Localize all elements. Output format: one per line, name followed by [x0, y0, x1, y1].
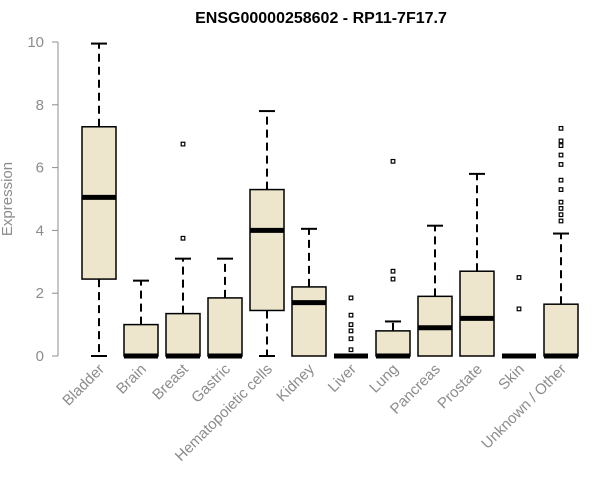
box-unknown-other	[543, 125, 579, 359]
box-kidney	[291, 227, 327, 357]
y-tick-label: 4	[36, 222, 44, 239]
outlier-point	[348, 328, 354, 334]
box-iqr	[375, 330, 411, 357]
box-pancreas	[417, 224, 453, 357]
outlier-point	[558, 199, 564, 205]
x-tick-label: Skin	[495, 361, 528, 394]
box-iqr	[123, 323, 159, 357]
outlier-point	[516, 275, 522, 280]
x-tick-label: Lung	[366, 361, 402, 397]
outlier-point	[558, 143, 564, 149]
outlier-point	[558, 177, 564, 183]
outlier-point	[390, 268, 396, 274]
outlier-point	[558, 218, 564, 224]
outlier-point	[348, 336, 354, 342]
box-breast	[165, 141, 201, 359]
y-tick-label: 6	[36, 160, 44, 177]
outlier-point	[390, 276, 396, 282]
y-tick-label: 2	[36, 285, 44, 302]
outlier-point	[348, 312, 354, 318]
x-tick-label: Brain	[113, 361, 150, 398]
x-tick-label: Kidney	[273, 360, 318, 405]
box-iqr	[249, 188, 285, 312]
x-tick-label: Breast	[149, 360, 192, 403]
chart-title: ENSG00000258602 - RP11-7F17.7	[195, 10, 447, 27]
box-iqr	[459, 270, 495, 357]
outlier-point	[558, 138, 564, 144]
box-iqr	[291, 286, 327, 357]
outlier-point	[558, 125, 564, 131]
x-tick-label: Prostate	[434, 361, 486, 413]
outlier-point	[348, 295, 354, 301]
outlier-point	[348, 322, 354, 327]
box-gastric	[207, 257, 243, 359]
y-tick-label: 10	[27, 34, 44, 51]
outlier-point	[558, 206, 564, 211]
box-group	[81, 42, 579, 359]
box-iqr	[543, 303, 579, 357]
y-tick-label: 0	[36, 348, 44, 365]
outlier-point	[558, 212, 564, 218]
box-lung	[375, 158, 411, 359]
y-axis-label: Expression	[0, 162, 16, 236]
x-tick-label: Liver	[325, 361, 360, 396]
outlier-point	[558, 187, 564, 192]
y-tick-label: 8	[36, 97, 44, 114]
x-tick-label: Bladder	[59, 361, 108, 410]
box-hematopoietic-cells	[249, 110, 285, 357]
outlier-point	[390, 158, 396, 164]
box-brain	[123, 279, 159, 359]
box-iqr	[207, 297, 243, 357]
box-prostate	[459, 172, 495, 357]
outlier-point	[180, 141, 186, 147]
outlier-point	[348, 347, 354, 353]
box-skin	[502, 275, 536, 359]
y-axis: 0 2 4 6 8 10	[27, 34, 59, 365]
box-iqr	[165, 312, 201, 357]
box-iqr	[81, 126, 117, 280]
outlier-point	[516, 306, 522, 312]
box-liver	[334, 295, 368, 359]
box-bladder	[81, 42, 117, 357]
outlier-point	[180, 235, 186, 241]
outlier-point	[558, 152, 564, 158]
outlier-point	[558, 162, 564, 167]
